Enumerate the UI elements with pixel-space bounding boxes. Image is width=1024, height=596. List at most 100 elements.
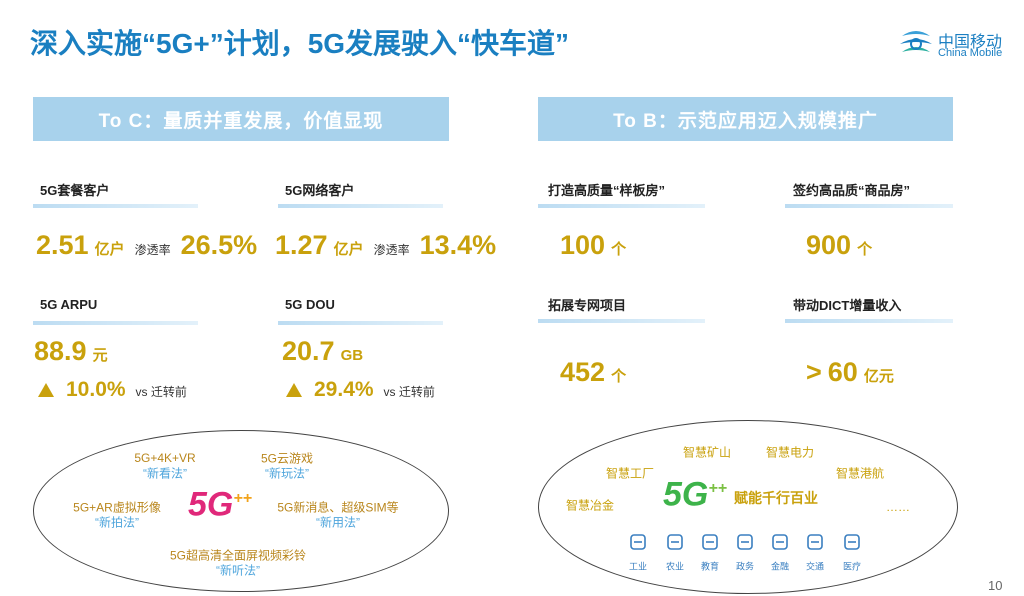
metric-label: 5G网络客户 (285, 183, 355, 198)
metric-unit: 元 (92, 347, 108, 364)
sector-label: 政务 (735, 561, 755, 572)
scenario-name: 5G云游戏 (260, 451, 314, 466)
industry-name: 智慧工厂 (605, 466, 655, 481)
metric-label: 签约高品质“商品房” (793, 183, 911, 198)
metric-rule (785, 204, 953, 208)
change-row: 10.0% vs 迁转前 (38, 378, 191, 402)
rate-value: 26.5% (180, 230, 258, 260)
metric-unit: GB (340, 347, 364, 364)
metric-label: 打造高质量“样板房” (548, 183, 666, 198)
scenario-tag: “新看法” (143, 466, 187, 481)
metric-unit: 亿户 (94, 241, 125, 258)
metric-label: 5G ARPU (40, 297, 98, 312)
logo-icon (900, 31, 932, 52)
up-arrow (38, 383, 54, 397)
logo-plus: ++ (233, 490, 253, 508)
sector-icon (807, 534, 823, 550)
scenario-tag: “新玩法” (265, 466, 309, 481)
scenario-name: 5G超高清全面屏视频彩铃 (169, 548, 307, 563)
metric-unit: 个 (611, 368, 627, 385)
scenario-name: 5G+AR虚拟形像 (73, 500, 161, 515)
metric-value: 1.27 (275, 230, 328, 260)
section-heading: To C：量质并重发展，价值显现 (33, 97, 449, 141)
section-heading: To B：示范应用迈入规模推广 (538, 97, 953, 141)
sector-label: 交通 (805, 561, 825, 572)
sector-icon (630, 534, 646, 550)
5g-logo: 5G++ (188, 486, 252, 525)
sector-label: 工业 (628, 561, 648, 572)
metric-row: 100 个 (560, 230, 626, 261)
rate-label: 渗透率 (134, 243, 171, 257)
logo-5g: 5G (662, 475, 709, 514)
sector-icon (844, 534, 860, 550)
sector-label: 医疗 (842, 561, 862, 572)
metric-rule (785, 319, 953, 323)
title: 深入实施“5G+”计划，5G发展驶入“快车道” (30, 28, 570, 59)
metric-row: >60 亿元 (806, 357, 894, 388)
logo-cn: 中国移动 (938, 34, 1003, 51)
logo-5g: 5G (187, 485, 234, 524)
sector-label: 教育 (700, 561, 720, 572)
scenario-tag: “新用法” (316, 515, 360, 530)
metric-label: 5G套餐客户 (40, 183, 110, 198)
sector-icon (702, 534, 718, 550)
industry-ellipse (538, 420, 958, 594)
sector-label: 金融 (770, 561, 790, 572)
5g-logo: 5G++ (663, 476, 727, 515)
metric-row: 88.9 元 (34, 336, 108, 367)
sector-icon (737, 534, 753, 550)
metric-rule (33, 204, 198, 208)
metric-row: 2.51 亿户 渗透率 26.5% (36, 230, 257, 261)
metric-value: 2.51 (36, 230, 89, 260)
logo-plus: ++ (708, 480, 728, 498)
rate-value: 13.4% (419, 230, 497, 260)
change-value: 29.4% (314, 378, 374, 401)
sector-label: 农业 (665, 561, 685, 572)
metric-row: 1.27 亿户 渗透率 13.4% (275, 230, 496, 261)
change-row: 29.4% vs 迁转前 (286, 378, 439, 402)
metric-unit: 个 (611, 241, 627, 258)
metric-label: 拓展专网项目 (548, 298, 627, 313)
metric-value: 100 (560, 230, 606, 260)
page-number: 10 (988, 578, 1003, 593)
sector-icon (667, 534, 683, 550)
metric-value: 900 (806, 230, 852, 260)
metric-rule (538, 319, 705, 323)
industry-name: …… (886, 500, 910, 514)
scenario-ellipse (33, 430, 449, 592)
sector-icon (772, 534, 788, 550)
metric-rule (538, 204, 705, 208)
scenario-name: 5G新消息、超级SIM等 (277, 500, 399, 515)
metric-value: 452 (560, 357, 606, 387)
metric-prefix: > (806, 357, 822, 387)
scenario-name: 5G+4K+VR (134, 451, 196, 465)
industry-name: 智慧电力 (765, 445, 815, 460)
metric-rule (278, 204, 443, 208)
metric-value: 60 (827, 357, 858, 387)
scenario-tag: “新听法” (216, 563, 260, 578)
change-value: 10.0% (66, 378, 126, 401)
metric-rule (278, 321, 443, 325)
slogan: 赋能千行百业 (734, 490, 818, 506)
metric-row: 452 个 (560, 357, 626, 388)
industry-name: 智慧矿山 (682, 445, 732, 460)
compare-label: vs 迁转前 (383, 385, 435, 399)
up-arrow (286, 383, 302, 397)
metric-label: 带动DICT增量收入 (793, 298, 902, 313)
scenario-tag: “新拍法” (95, 515, 139, 530)
industry-name: 智慧冶金 (565, 498, 615, 513)
compare-label: vs 迁转前 (135, 385, 187, 399)
metric-unit: 亿户 (333, 241, 364, 258)
metric-rule (33, 321, 198, 325)
rate-label: 渗透率 (373, 243, 410, 257)
metric-unit: 亿元 (863, 368, 894, 385)
metric-label: 5G DOU (285, 297, 335, 312)
metric-row: 900 个 (806, 230, 872, 261)
industry-name: 智慧港航 (835, 466, 885, 481)
logo-en: China Mobile (938, 47, 1003, 59)
metric-unit: 个 (857, 241, 873, 258)
metric-value: 20.7 (282, 336, 335, 366)
metric-value: 88.9 (34, 336, 87, 366)
metric-row: 20.7 GB (282, 336, 363, 367)
